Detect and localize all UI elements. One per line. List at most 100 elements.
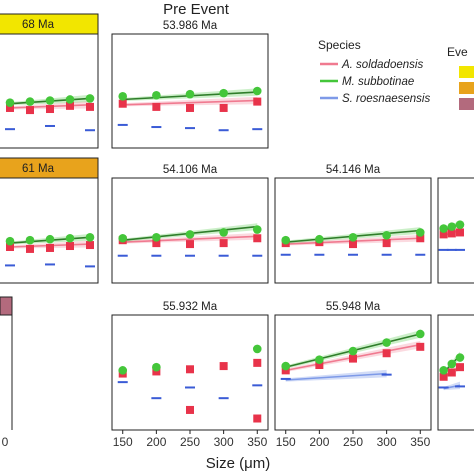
- point-m-subbotinae: [185, 89, 195, 99]
- point-s-roesnaesensis: [151, 397, 162, 400]
- x-tick-label: 300: [377, 435, 397, 449]
- point-a-soldadoensis: [447, 368, 456, 377]
- point-s-roesnaesensis: [85, 129, 95, 132]
- facet-title: 68 Ma: [22, 19, 55, 31]
- point-m-subbotinae: [152, 232, 161, 242]
- point-m-subbotinae: [152, 362, 161, 372]
- legend-label-s-roesnaesensis: S. roesnaesensis: [342, 93, 430, 105]
- point-m-subbotinae: [65, 95, 75, 104]
- x-axis-label: Size (μm): [206, 455, 270, 472]
- facet-title: 61 Ma: [22, 163, 55, 175]
- point-m-subbotinae: [439, 224, 448, 233]
- legend-label-m-subbotinae: M. subbotinae: [342, 76, 414, 88]
- point-a-soldadoensis: [456, 363, 464, 372]
- point-m-subbotinae: [85, 232, 95, 242]
- legend-title: Species: [318, 38, 361, 52]
- point-a-soldadoensis: [186, 240, 194, 249]
- point-s-roesnaesensis: [314, 253, 325, 256]
- figure-title: Pre Event: [163, 1, 230, 18]
- facet-title: 55.932 Ma: [163, 301, 218, 313]
- x-tick-label: 200: [309, 435, 329, 449]
- x-tick-label: 200: [146, 435, 166, 449]
- point-s-roesnaesensis: [85, 265, 95, 268]
- facet-title: 53.986 Ma: [163, 20, 218, 32]
- point-s-roesnaesensis: [5, 128, 15, 131]
- facet-plot-area: [438, 351, 465, 391]
- point-s-roesnaesensis: [455, 385, 465, 388]
- point-a-soldadoensis: [46, 243, 54, 252]
- point-s-roesnaesensis: [45, 124, 55, 127]
- point-a-soldadoensis: [315, 361, 324, 370]
- point-a-soldadoensis: [118, 99, 127, 108]
- legend-label-a-soldadoensis: A. soldadoensis: [341, 59, 423, 71]
- point-a-soldadoensis: [6, 242, 14, 251]
- facet-title: 54.106 Ma: [163, 164, 218, 176]
- facet-plot-area: [117, 344, 263, 423]
- point-a-soldadoensis: [382, 349, 391, 358]
- event-legend-title: Eve: [447, 45, 468, 59]
- point-m-subbotinae: [118, 366, 128, 375]
- point-m-subbotinae: [348, 232, 358, 242]
- point-a-soldadoensis: [86, 241, 94, 250]
- point-s-roesnaesensis: [45, 263, 55, 266]
- point-a-soldadoensis: [439, 230, 448, 239]
- point-s-roesnaesensis: [252, 254, 263, 257]
- point-s-roesnaesensis: [185, 254, 195, 257]
- point-m-subbotinae: [45, 96, 55, 105]
- point-s-roesnaesensis: [151, 254, 162, 257]
- point-s-roesnaesensis: [438, 386, 449, 389]
- point-a-soldadoensis: [26, 106, 34, 115]
- panels-layer: 68 Ma 53.986 Ma 61 Ma 54.106 Ma 54.146 Ma 55.…: [0, 13, 474, 449]
- point-a-soldadoensis: [349, 354, 357, 363]
- facet-panel-3: 54.106 Ma: [111, 164, 269, 284]
- point-a-soldadoensis: [6, 103, 14, 112]
- point-a-soldadoensis: [456, 228, 464, 237]
- point-m-subbotinae: [118, 92, 128, 101]
- x-tick-label: 300: [214, 435, 234, 449]
- point-a-soldadoensis: [416, 234, 425, 243]
- point-a-soldadoensis: [253, 234, 262, 243]
- facet-panel-5: [437, 177, 474, 284]
- point-a-soldadoensis: [382, 239, 391, 248]
- point-a-soldadoensis: [26, 244, 34, 253]
- point-s-roesnaesensis: [117, 254, 128, 257]
- point-s-roesnaesensis: [252, 384, 263, 387]
- facet-panel-7: 55.948 Ma: [274, 301, 432, 431]
- point-m-subbotinae: [281, 361, 291, 371]
- point-m-subbotinae: [65, 233, 75, 243]
- point-m-subbotinae: [281, 235, 291, 245]
- point-m-subbotinae: [219, 88, 228, 98]
- point-m-subbotinae: [315, 355, 324, 364]
- point-s-roesnaesensis: [348, 253, 358, 256]
- facet-panel-0: 68 Ma: [0, 13, 99, 149]
- point-s-roesnaesensis: [117, 381, 128, 384]
- facet-title: 54.146 Ma: [326, 164, 381, 176]
- point-a-soldadoensis: [86, 102, 94, 111]
- event-key-yellow: [459, 66, 474, 78]
- point-m-subbotinae: [219, 228, 228, 237]
- legend: Species A. soldadoensis M. subbotinae S.…: [318, 38, 474, 110]
- partial-panel-strip-mauve: [0, 296, 13, 316]
- facet-frame: [111, 33, 269, 149]
- facet-frame: [437, 177, 474, 284]
- facet-frame: [111, 177, 269, 284]
- point-a-soldadoensis: [186, 103, 194, 112]
- point-a-soldadoensis: [219, 362, 228, 371]
- facet-frame: [437, 314, 474, 431]
- facet-plot-area: [117, 223, 263, 257]
- facet-plot-area: [5, 94, 95, 132]
- point-m-subbotinae: [152, 90, 161, 100]
- point-m-subbotinae: [315, 234, 324, 244]
- point-s-roesnaesensis: [218, 254, 229, 257]
- point-m-subbotinae: [118, 233, 128, 243]
- x-tick-label: 250: [343, 435, 363, 449]
- point-m-subbotinae: [439, 366, 448, 375]
- point-a-soldadoensis: [46, 105, 54, 114]
- point-s-roesnaesensis: [280, 377, 291, 380]
- point-a-soldadoensis: [253, 97, 262, 106]
- point-m-subbotinae: [415, 228, 425, 237]
- point-a-soldadoensis: [219, 239, 228, 248]
- facet-panel-2: 61 Ma: [0, 157, 99, 284]
- facet-frame: [274, 177, 432, 284]
